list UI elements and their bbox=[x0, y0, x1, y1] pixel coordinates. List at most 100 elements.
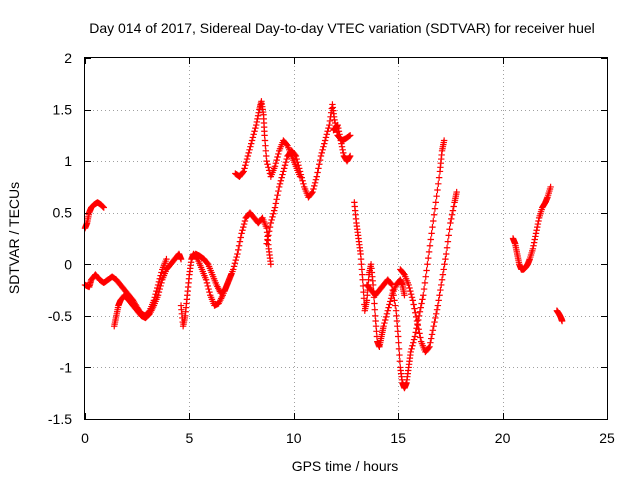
data-point bbox=[431, 205, 439, 212]
data-point bbox=[243, 155, 251, 163]
data-point bbox=[395, 339, 402, 346]
data-point bbox=[311, 179, 319, 187]
data-point bbox=[253, 121, 260, 129]
data-point bbox=[339, 146, 346, 153]
data-point bbox=[448, 211, 456, 218]
data-point bbox=[297, 171, 305, 178]
series-track-a bbox=[81, 199, 107, 232]
data-point bbox=[271, 204, 279, 211]
data-point bbox=[264, 236, 271, 243]
data-point bbox=[291, 151, 299, 159]
data-point bbox=[313, 173, 320, 180]
data-point bbox=[274, 191, 281, 199]
data-point bbox=[395, 333, 402, 340]
data-point bbox=[278, 174, 285, 181]
data-point bbox=[426, 242, 434, 249]
data-point bbox=[445, 232, 452, 239]
data-point bbox=[282, 158, 290, 166]
data-point bbox=[275, 150, 282, 158]
data-point bbox=[359, 276, 366, 283]
data-point bbox=[435, 297, 442, 304]
data-point bbox=[318, 149, 325, 157]
data-point bbox=[100, 204, 107, 211]
data-point bbox=[429, 327, 437, 334]
data-point bbox=[334, 121, 341, 129]
data-point bbox=[338, 143, 346, 150]
data-point bbox=[407, 287, 414, 295]
series-track-b bbox=[81, 255, 170, 320]
data-point bbox=[293, 155, 300, 163]
data-point bbox=[409, 297, 417, 304]
data-point bbox=[274, 153, 281, 161]
x-tick-label: 10 bbox=[286, 430, 302, 446]
data-point bbox=[235, 246, 242, 254]
data-point bbox=[533, 227, 540, 234]
data-point bbox=[390, 292, 397, 299]
data-point bbox=[177, 255, 185, 263]
data-point bbox=[409, 342, 416, 349]
data-point bbox=[426, 343, 433, 350]
data-point bbox=[311, 182, 318, 190]
data-point bbox=[336, 134, 344, 141]
y-tick-label: 0.5 bbox=[53, 205, 73, 221]
data-point bbox=[247, 143, 254, 150]
data-point bbox=[267, 219, 275, 227]
data-point bbox=[230, 263, 238, 270]
data-point bbox=[405, 281, 412, 289]
data-point bbox=[239, 227, 246, 234]
data-point bbox=[298, 174, 305, 181]
y-axis-label: SDTVAR / TECUs bbox=[6, 182, 22, 294]
data-point bbox=[338, 140, 345, 147]
series-track-f bbox=[232, 98, 304, 180]
data-point bbox=[283, 155, 290, 163]
data-point bbox=[245, 149, 252, 157]
data-point bbox=[270, 207, 278, 214]
data-point bbox=[324, 128, 331, 135]
data-point bbox=[272, 200, 280, 207]
data-point bbox=[443, 250, 450, 258]
data-point bbox=[388, 281, 396, 289]
data-point bbox=[443, 244, 451, 251]
data-point bbox=[241, 217, 249, 225]
axis-ticks bbox=[85, 58, 608, 420]
data-point bbox=[371, 300, 378, 307]
data-point bbox=[408, 345, 415, 353]
data-point bbox=[385, 304, 392, 311]
data-point bbox=[308, 189, 315, 197]
data-point bbox=[383, 310, 391, 317]
data-point bbox=[418, 300, 425, 307]
data-point bbox=[450, 203, 457, 210]
data-point bbox=[204, 282, 211, 290]
data-point bbox=[440, 137, 448, 144]
data-point bbox=[428, 331, 436, 338]
data-point bbox=[326, 121, 333, 129]
data-point bbox=[406, 284, 413, 292]
data-point bbox=[535, 217, 542, 225]
data-point bbox=[314, 169, 321, 176]
data-point bbox=[427, 335, 435, 342]
data-point bbox=[430, 211, 438, 218]
data-point bbox=[346, 152, 354, 160]
data-point bbox=[432, 314, 439, 322]
data-point bbox=[438, 276, 446, 283]
data-point bbox=[369, 281, 377, 289]
data-point bbox=[99, 203, 106, 210]
data-point bbox=[431, 318, 438, 326]
data-point bbox=[277, 177, 285, 184]
data-point bbox=[447, 219, 454, 227]
data-point bbox=[389, 286, 396, 294]
x-tick-labels: 0 5 10 15 20 25 bbox=[81, 430, 615, 446]
data-point bbox=[449, 207, 457, 214]
data-point bbox=[384, 307, 391, 314]
data-point bbox=[371, 306, 379, 313]
data-point bbox=[346, 132, 353, 140]
data-point bbox=[265, 228, 273, 235]
data-point bbox=[407, 348, 414, 356]
y-tick-label: -0.5 bbox=[48, 308, 72, 324]
series-track-c bbox=[111, 250, 185, 330]
data-point bbox=[433, 306, 441, 313]
data-point bbox=[436, 292, 443, 299]
data-point bbox=[425, 344, 432, 352]
data-point bbox=[248, 140, 255, 147]
data-point bbox=[396, 358, 404, 365]
